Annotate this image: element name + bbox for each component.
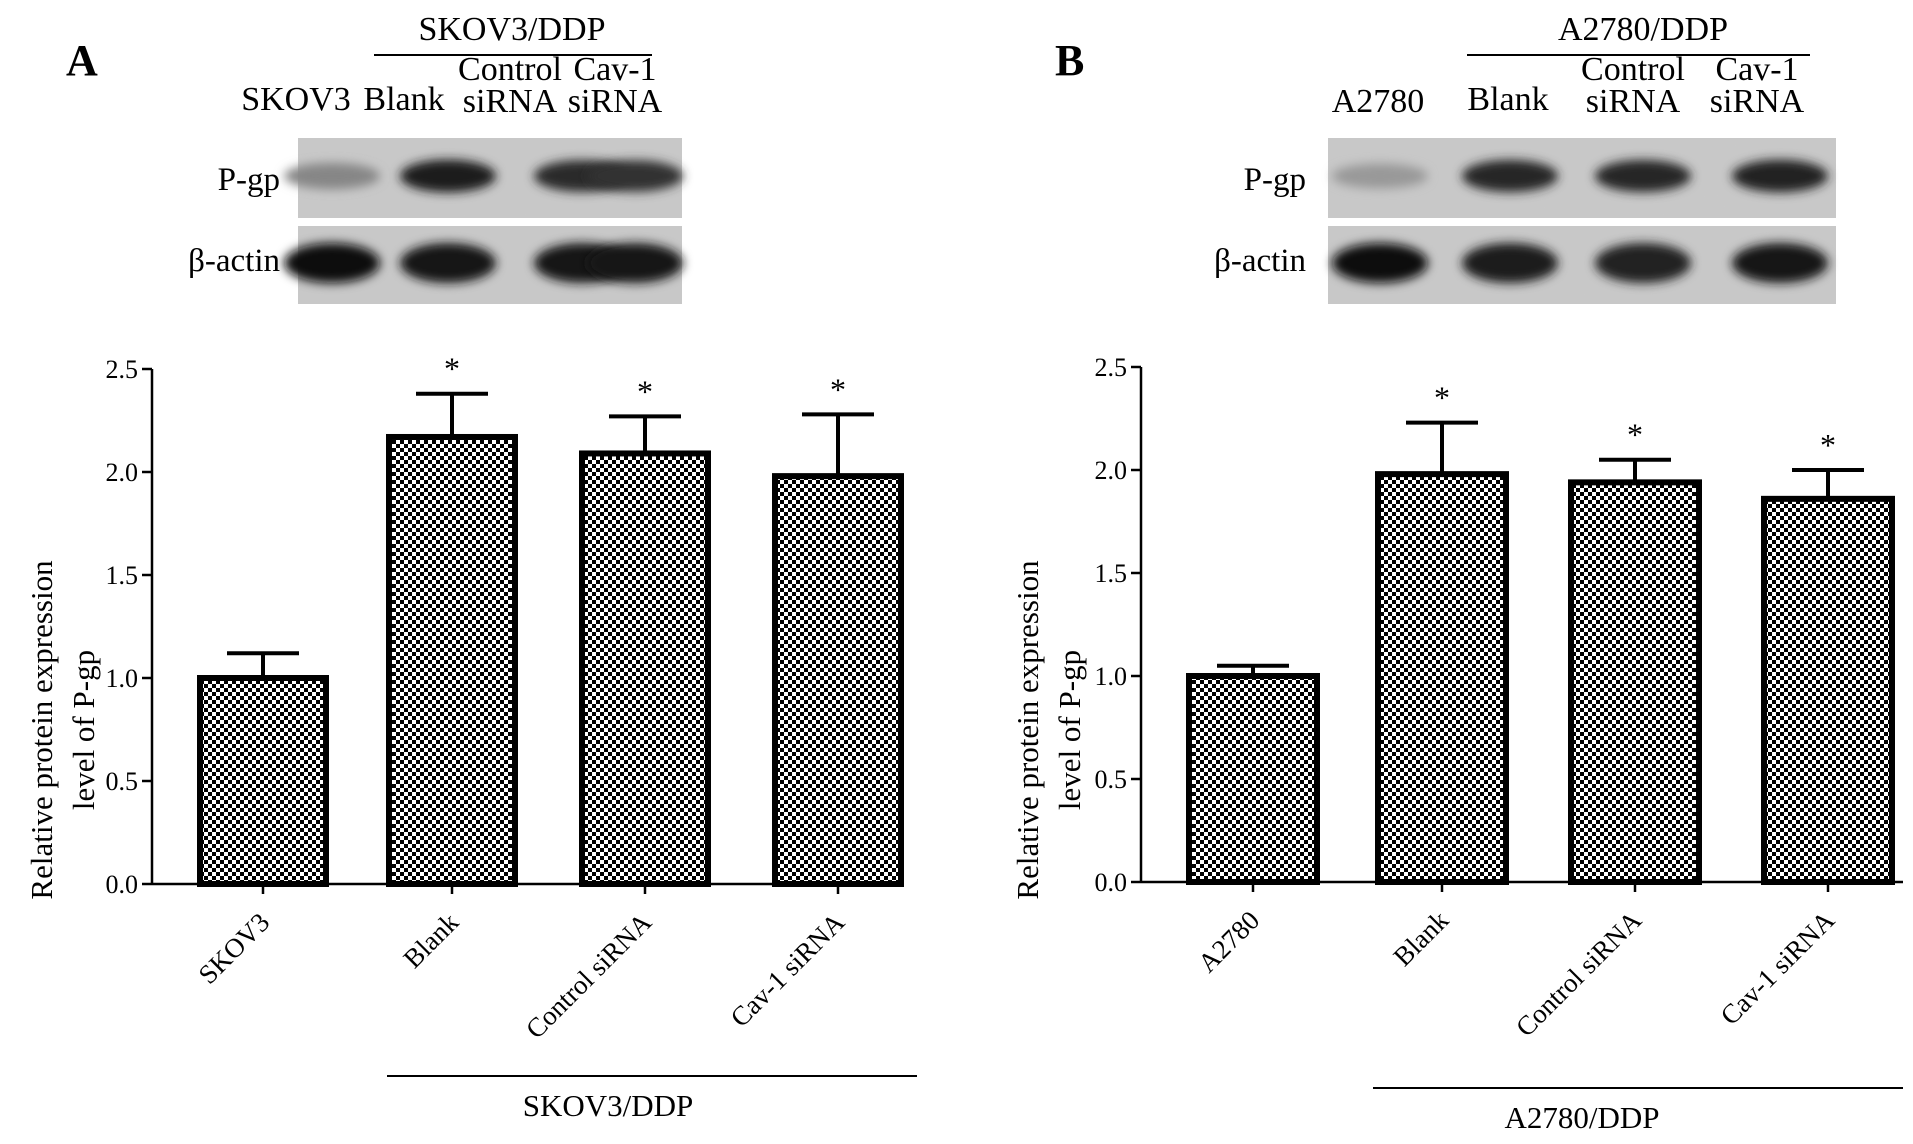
y-tick-label: 0.0 xyxy=(106,870,139,899)
lane-label: Control xyxy=(1581,51,1685,88)
significance-marker: * xyxy=(1820,427,1836,463)
y-tick-label: 0.5 xyxy=(1095,765,1128,794)
y-tick-label: 1.0 xyxy=(106,664,139,693)
blot-band xyxy=(1595,243,1691,283)
blot-band xyxy=(1595,159,1691,193)
bar xyxy=(1186,673,1320,885)
blot-band xyxy=(284,162,380,190)
blot-row-label: P-gp xyxy=(1244,162,1306,198)
blot-group-label: SKOV3/DDP xyxy=(418,11,605,48)
significance-marker: * xyxy=(1434,380,1450,416)
bar xyxy=(1761,495,1895,885)
blot-row-label: β-actin xyxy=(1214,243,1306,279)
blot-band xyxy=(1462,159,1558,193)
western-blot: A2780/DDP A2780 Blank Control siRNA Cav-… xyxy=(1214,11,1836,304)
blot-row-label: P-gp xyxy=(218,162,280,198)
lane-label: siRNA xyxy=(568,83,663,120)
blot-row-label: β-actin xyxy=(188,243,280,279)
significance-marker: * xyxy=(444,351,460,387)
y-tick-label: 0.0 xyxy=(1095,868,1128,897)
lane-label: siRNA xyxy=(1710,83,1805,120)
blot-band xyxy=(1332,243,1428,283)
significance-marker: * xyxy=(637,373,653,409)
bar xyxy=(386,433,518,887)
lane-label: Blank xyxy=(1467,81,1548,118)
bar xyxy=(579,450,711,887)
bar-chart: Relative protein expression level of P-g… xyxy=(1010,353,1903,1135)
significance-marker: * xyxy=(830,371,846,407)
x-category-label: SKOV3 xyxy=(193,907,276,990)
blot-band xyxy=(1732,243,1828,283)
western-blot: SKOV3/DDP SKOV3 Blank Control siRNA Cav-… xyxy=(188,11,683,304)
y-tick-label: 1.5 xyxy=(1095,559,1128,588)
blot-band xyxy=(1332,163,1428,189)
plot-area: 0.0 0.5 1.0 1.5 2.0 2.5 A2780 * Blank * Control si… xyxy=(1095,353,1903,1043)
y-tick-label: 2.5 xyxy=(1095,353,1128,382)
bar xyxy=(772,473,904,887)
panel-letter: A xyxy=(66,36,98,85)
significance-marker: * xyxy=(1627,417,1643,453)
panel-b: B A2780/DDP A2780 Blank Control siRNA Ca… xyxy=(1010,11,1903,1135)
y-tick-label: 2.5 xyxy=(106,355,139,384)
y-tick-label: 2.0 xyxy=(106,458,139,487)
x-group-label: SKOV3/DDP xyxy=(523,1088,694,1123)
blot-membrane xyxy=(284,138,683,304)
panel-a: A SKOV3/DDP SKOV3 Blank Control siRNA Ca… xyxy=(24,11,917,1123)
bar xyxy=(197,675,329,887)
blot-band xyxy=(587,160,683,192)
blot-band xyxy=(1732,159,1828,193)
lane-label: Blank xyxy=(363,81,444,118)
blot-band xyxy=(400,159,496,193)
bar xyxy=(1375,471,1509,885)
x-category-label: Cav-1 siRNA xyxy=(1715,905,1841,1031)
plot-area: 0.0 0.5 1.0 1.5 2.0 2.5 SKOV3 * Blank * Control si… xyxy=(106,351,904,1045)
blot-group-label: A2780/DDP xyxy=(1558,11,1728,48)
bar-chart: Relative protein expression level of P-g… xyxy=(24,351,917,1123)
x-category-label: Control siRNA xyxy=(1510,905,1648,1043)
blot-band xyxy=(1462,243,1558,283)
y-tick-label: 1.5 xyxy=(106,561,139,590)
blot-membrane xyxy=(1328,138,1836,304)
lane-label: Cav-1 xyxy=(573,51,656,88)
bar xyxy=(1568,479,1702,885)
x-category-label: Cav-1 siRNA xyxy=(725,907,851,1033)
y-tick-label: 0.5 xyxy=(106,767,139,796)
x-group-label: A2780/DDP xyxy=(1504,1100,1659,1135)
y-axis-title: level of P-gp xyxy=(1052,650,1087,810)
y-axis-title: level of P-gp xyxy=(66,650,101,810)
lane-label: A2780 xyxy=(1332,83,1425,120)
blot-band xyxy=(284,243,380,283)
blot-band xyxy=(400,243,496,283)
x-category-label: Control siRNA xyxy=(520,907,658,1045)
lane-label: Control xyxy=(458,51,562,88)
lane-label: siRNA xyxy=(1586,83,1681,120)
blot-band xyxy=(587,243,683,283)
x-category-label: A2780 xyxy=(1192,905,1265,978)
panel-letter: B xyxy=(1055,36,1084,85)
x-category-label: Blank xyxy=(1387,905,1454,972)
y-axis-title: Relative protein expression xyxy=(24,560,59,900)
y-tick-label: 1.0 xyxy=(1095,662,1128,691)
x-category-label: Blank xyxy=(397,907,464,974)
y-axis-title: Relative protein expression xyxy=(1010,560,1045,900)
lane-label: siRNA xyxy=(463,83,558,120)
lane-label: SKOV3 xyxy=(241,81,351,118)
lane-label: Cav-1 xyxy=(1715,51,1798,88)
y-tick-label: 2.0 xyxy=(1095,456,1128,485)
